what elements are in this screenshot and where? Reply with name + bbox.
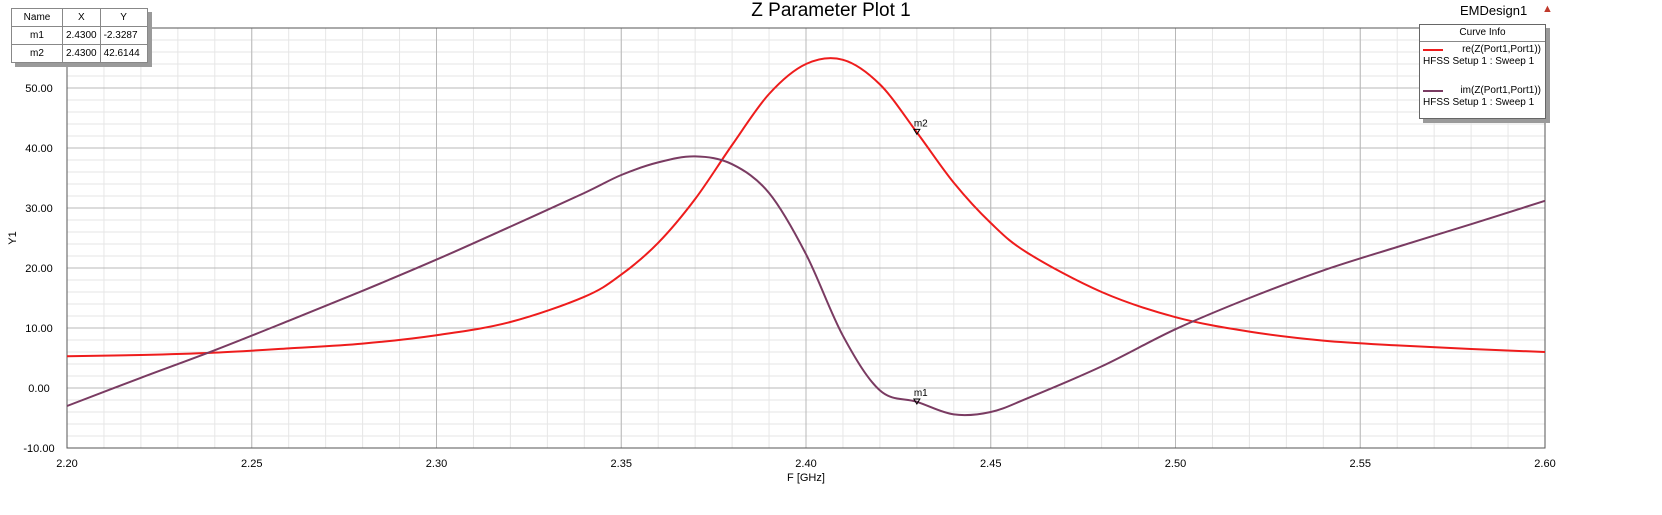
marker-x: 2.4300: [62, 26, 101, 45]
legend-setup: HFSS Setup 1 : Sweep 1: [1423, 56, 1535, 67]
curve-info-header: Curve Info: [1420, 25, 1545, 42]
x-axis-label: F [GHz]: [787, 472, 825, 484]
marker-y: -2.3287: [99, 26, 148, 45]
ansys-logo-icon: ▲: [1542, 3, 1553, 15]
marker-name: m2: [11, 44, 63, 63]
legend-label: re(Z(Port1,Port1)): [1462, 44, 1541, 55]
x-tick-label: 2.55: [1350, 458, 1371, 470]
x-tick-label: 2.20: [56, 458, 77, 470]
marker-row[interactable]: m2 2.4300 42.6144: [11, 44, 148, 63]
legend-swatch: [1423, 49, 1443, 51]
legend-setup: HFSS Setup 1 : Sweep 1: [1423, 97, 1535, 108]
x-tick-label: 2.40: [795, 458, 816, 470]
x-tick-label: 2.50: [1165, 458, 1186, 470]
legend-label: im(Z(Port1,Port1)): [1460, 85, 1541, 96]
marker-col-x: X: [62, 8, 101, 27]
y-tick-label: 10.00: [25, 323, 53, 335]
marker-col-name: Name: [11, 8, 63, 27]
marker-triangle: [912, 398, 921, 405]
legend-entry-im[interactable]: im(Z(Port1,Port1)) HFSS Setup 1 : Sweep …: [1420, 83, 1545, 124]
marker-triangle: [912, 128, 921, 136]
marker-row[interactable]: m1 2.4300 -2.3287: [11, 26, 148, 45]
marker-col-y: Y: [99, 8, 148, 27]
y-tick-label: 0.00: [28, 383, 49, 395]
marker-x: 2.4300: [62, 44, 101, 63]
series-line-re: [66, 57, 1546, 358]
y-tick-label: -10.00: [23, 443, 54, 455]
curve-info-legend[interactable]: Curve Info re(Z(Port1,Port1)) HFSS Setup…: [1419, 24, 1546, 119]
y-tick-label: 30.00: [25, 203, 53, 215]
legend-entry-re[interactable]: re(Z(Port1,Port1)) HFSS Setup 1 : Sweep …: [1420, 42, 1545, 83]
design-name: EMDesign1: [1460, 3, 1528, 18]
legend-swatch: [1423, 90, 1443, 92]
y-tick-label: 40.00: [25, 143, 53, 155]
chart-title: Z Parameter Plot 1: [751, 0, 911, 21]
marker-label: m1: [914, 388, 928, 399]
marker-table[interactable]: Name X Y m1 2.4300 -2.3287 m2 2.4300 42.…: [11, 8, 148, 63]
x-tick-label: 2.30: [426, 458, 447, 470]
x-tick-label: 2.35: [611, 458, 632, 470]
y-axis-label: Y1: [7, 231, 19, 244]
marker-name: m1: [11, 26, 63, 45]
marker-y: 42.6144: [99, 44, 148, 63]
series-line-im: [66, 155, 1546, 417]
x-tick-label: 2.60: [1534, 458, 1555, 470]
x-tick-label: 2.25: [241, 458, 262, 470]
plot-frame: [66, 27, 1546, 449]
marker-label: m2: [914, 118, 928, 129]
y-tick-label: 20.00: [25, 263, 53, 275]
y-tick-label: 50.00: [25, 83, 53, 95]
x-tick-label: 2.45: [980, 458, 1001, 470]
